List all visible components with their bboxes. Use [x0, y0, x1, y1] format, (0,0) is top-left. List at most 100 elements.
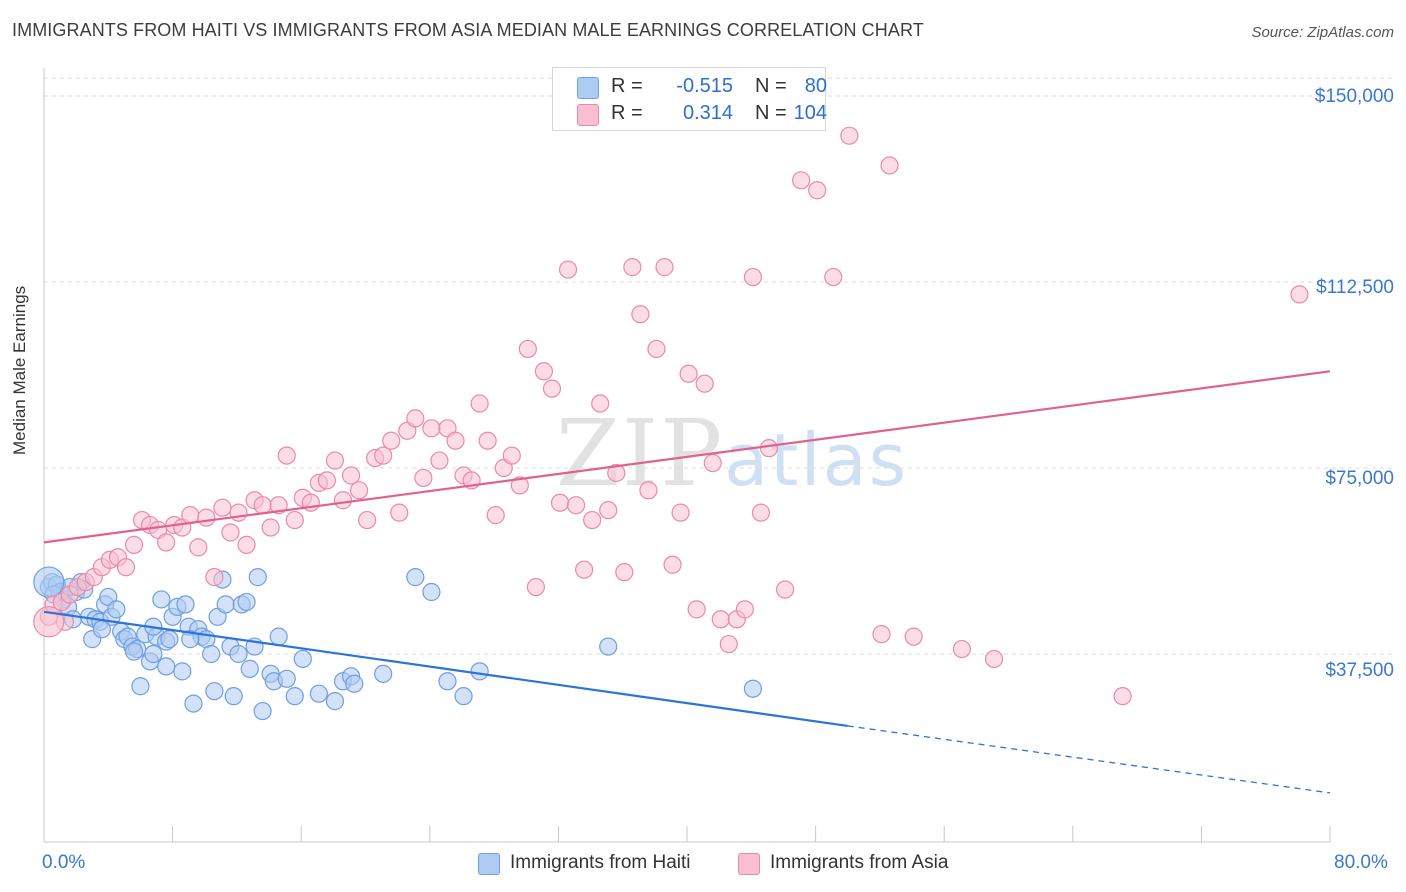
data-point — [599, 637, 618, 656]
data-point — [904, 627, 923, 646]
data-point — [261, 518, 280, 537]
data-point — [719, 634, 738, 654]
data-point — [92, 620, 111, 639]
n-value: 80 — [804, 75, 827, 97]
axes — [43, 68, 1331, 843]
data-point — [671, 503, 690, 522]
data-point — [558, 260, 578, 279]
watermark-zip: ZIP — [556, 400, 725, 507]
r-label: R = — [611, 75, 643, 97]
data-point — [202, 644, 221, 664]
data-point — [808, 181, 827, 200]
data-point — [542, 379, 562, 398]
data-point — [880, 156, 899, 175]
data-point — [333, 491, 353, 510]
series-asia-points — [33, 126, 1309, 706]
data-point — [116, 558, 136, 577]
data-point — [792, 171, 811, 190]
r-value: -0.515 — [676, 75, 733, 97]
r-label: R = — [611, 102, 643, 124]
data-point — [341, 466, 361, 485]
data-point — [566, 496, 586, 515]
data-point — [374, 664, 393, 683]
data-point — [237, 592, 256, 612]
data-point — [872, 625, 891, 644]
data-point — [253, 496, 272, 515]
data-point — [623, 258, 642, 277]
data-point — [248, 568, 267, 587]
data-point — [124, 642, 144, 661]
data-point — [478, 431, 497, 450]
data-point — [470, 394, 489, 413]
y-tick-label: $75,000 — [1325, 468, 1394, 489]
data-point — [470, 662, 489, 681]
data-point — [510, 476, 529, 495]
data-point — [269, 627, 288, 646]
data-point — [502, 446, 521, 465]
trend-lines — [43, 370, 1331, 794]
data-point — [486, 506, 505, 525]
x-tick-label: 80.0% — [1334, 852, 1388, 873]
n-value: 104 — [793, 102, 827, 124]
data-point — [181, 630, 200, 649]
data-point — [184, 694, 203, 713]
data-point — [743, 267, 763, 287]
data-point — [639, 481, 658, 500]
data-point — [422, 582, 441, 602]
data-point — [550, 493, 570, 512]
data-point — [438, 672, 457, 691]
data-point — [358, 510, 377, 530]
data-point — [631, 305, 650, 324]
data-point — [221, 523, 240, 542]
data-point — [679, 364, 698, 383]
data-point — [224, 687, 243, 706]
data-point — [984, 649, 1004, 669]
data-point — [309, 684, 328, 703]
data-point — [647, 339, 666, 359]
data-point — [430, 451, 449, 470]
data-point — [345, 674, 364, 693]
data-point — [575, 560, 594, 579]
data-point — [325, 692, 345, 711]
data-point — [124, 535, 144, 554]
data-point — [775, 580, 795, 599]
data-point — [285, 510, 304, 530]
data-point — [382, 431, 401, 450]
correlation-legend: R = -0.515 N = 80 R = 0.314 N = 104 — [552, 67, 827, 131]
data-point — [390, 503, 409, 522]
data-point — [213, 498, 232, 517]
data-point — [253, 701, 272, 721]
legend-swatch-asia — [577, 104, 599, 126]
data-point — [216, 595, 235, 614]
data-point — [277, 669, 296, 688]
data-point — [526, 577, 545, 597]
data-point — [144, 644, 163, 664]
data-point — [663, 555, 682, 574]
data-point — [599, 501, 618, 520]
data-point — [687, 600, 706, 619]
bottom-legend-label: Immigrants from Asia — [770, 852, 949, 873]
data-point — [759, 439, 779, 458]
trend-line-asia — [43, 370, 1331, 544]
data-point — [152, 590, 171, 609]
data-point — [735, 600, 754, 619]
data-point — [703, 453, 722, 473]
y-tick-label: $150,000 — [1314, 86, 1394, 107]
data-point — [229, 503, 248, 522]
x-tick-label: 0.0% — [42, 852, 86, 873]
data-point — [454, 687, 473, 706]
data-point — [229, 644, 248, 664]
data-point — [157, 533, 176, 552]
trend-line-haiti-extension — [847, 725, 1331, 794]
data-point — [414, 468, 433, 488]
n-label: N = — [755, 75, 787, 97]
bottom-legend-label: Immigrants from Haiti — [510, 852, 691, 873]
data-point — [269, 496, 288, 515]
data-point — [160, 630, 179, 649]
data-point — [131, 677, 150, 696]
data-point — [157, 657, 176, 676]
data-point — [607, 463, 626, 483]
data-point — [952, 639, 971, 659]
data-point — [422, 419, 441, 438]
